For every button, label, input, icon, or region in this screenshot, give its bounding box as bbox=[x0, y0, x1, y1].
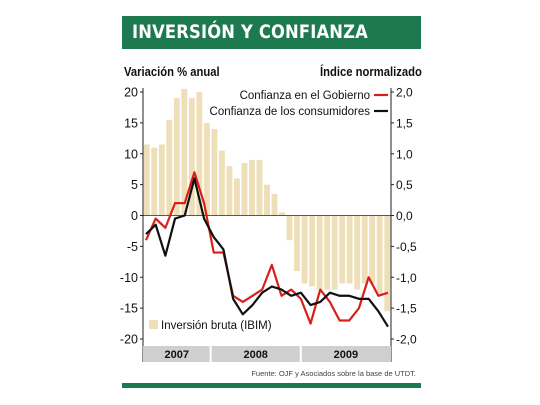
inversion-bar bbox=[279, 212, 285, 216]
inversion-bar bbox=[218, 150, 225, 216]
source-note: Fuente: OJF y Asociados sobre la base de… bbox=[251, 369, 416, 378]
right-tick-label: 0,0 bbox=[396, 209, 413, 223]
right-tick-label: 1,0 bbox=[396, 147, 413, 161]
year-label: 2008 bbox=[243, 349, 267, 361]
inversion-bar bbox=[271, 193, 278, 216]
inversion-bar bbox=[234, 178, 240, 216]
inversion-bar bbox=[316, 215, 323, 290]
right-tick-label: -2,0 bbox=[396, 333, 417, 347]
title-banner: INVERSIÓN Y CONFIANZA bbox=[122, 16, 421, 49]
year-band bbox=[143, 346, 391, 362]
inversion-bar bbox=[196, 92, 203, 216]
left-tick-label: -20 bbox=[120, 333, 138, 347]
inversion-bar bbox=[301, 215, 308, 284]
right-tick-label: 0,5 bbox=[396, 178, 413, 192]
inversion-bar bbox=[264, 184, 270, 216]
inversion-bar bbox=[188, 98, 195, 216]
left-tick-label: 15 bbox=[124, 116, 138, 130]
inversion-bar bbox=[241, 163, 248, 216]
inversion-bar bbox=[384, 215, 391, 312]
inversion-bar bbox=[354, 215, 361, 290]
legend-label: Confianza en el Gobierno bbox=[240, 90, 370, 102]
year-label: 2009 bbox=[334, 349, 358, 361]
inversion-bar bbox=[309, 215, 316, 287]
consumer-confidence-line bbox=[145, 177, 389, 328]
inversion-bar bbox=[339, 215, 346, 284]
right-tick-label: -0,5 bbox=[396, 240, 417, 254]
inversion-bar bbox=[151, 147, 158, 216]
right-axis-label: Índice normalizado bbox=[320, 65, 422, 79]
inversion-bar bbox=[203, 122, 210, 216]
inversion-bar bbox=[286, 215, 293, 241]
right-tick-label: -1,5 bbox=[396, 302, 417, 316]
left-tick-label: -10 bbox=[120, 271, 138, 285]
inversion-bar bbox=[249, 159, 255, 216]
inversion-bar bbox=[173, 98, 180, 216]
footer-bar bbox=[122, 383, 421, 388]
right-tick-label: 1,5 bbox=[396, 116, 413, 130]
inversion-bar bbox=[369, 215, 376, 284]
inversion-bar bbox=[226, 166, 233, 216]
legend-label: Confianza de los consumidores bbox=[210, 106, 371, 118]
left-tick-label: -15 bbox=[120, 302, 138, 316]
inversion-bar bbox=[331, 215, 338, 290]
bar-legend-label: Inversión bruta (IBIM) bbox=[161, 320, 272, 332]
left-tick-label: 5 bbox=[131, 178, 138, 192]
inversion-bar bbox=[346, 215, 353, 284]
left-axis-label: Variación % anual bbox=[124, 65, 220, 79]
government-confidence-line bbox=[144, 171, 389, 325]
inversion-bar bbox=[324, 215, 331, 290]
inversion-bar bbox=[361, 215, 368, 284]
inversion-bar bbox=[256, 159, 263, 216]
left-tick-label: 20 bbox=[124, 86, 138, 100]
inversion-bar bbox=[294, 215, 300, 272]
inversion-bar bbox=[143, 144, 150, 216]
chart-title: INVERSIÓN Y CONFIANZA bbox=[132, 21, 369, 43]
inversion-bar bbox=[376, 215, 383, 296]
bar-legend-swatch bbox=[149, 320, 158, 329]
left-tick-label: -5 bbox=[127, 240, 138, 254]
inversion-bar bbox=[166, 119, 173, 216]
right-tick-label: 2,0 bbox=[396, 86, 413, 100]
inversion-bar bbox=[211, 129, 218, 216]
inversion-bar bbox=[181, 88, 188, 216]
year-label: 2007 bbox=[165, 349, 189, 361]
left-tick-label: 10 bbox=[124, 147, 138, 161]
left-tick-label: 0 bbox=[131, 209, 138, 223]
right-tick-label: -1,0 bbox=[396, 271, 417, 285]
inversion-bar bbox=[158, 144, 165, 216]
